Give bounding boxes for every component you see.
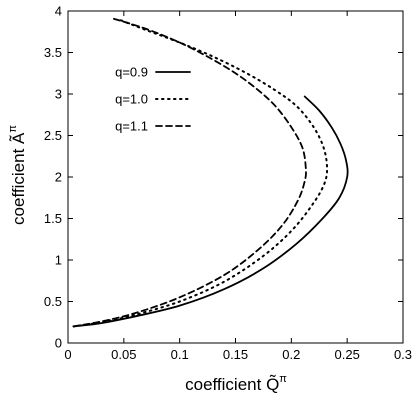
x-tick-label: 0.2: [282, 347, 300, 362]
y-tick-label: 1: [55, 253, 62, 268]
x-tick-label: 0.3: [394, 347, 412, 362]
x-tick-label: 0.1: [171, 347, 189, 362]
y-tick-label: 3.5: [44, 45, 62, 60]
legend-label: q=0.9: [115, 65, 148, 80]
plot-frame: [67, 10, 404, 344]
x-tick-label: 0.15: [223, 347, 248, 362]
y-tick-label: 2.5: [44, 128, 62, 143]
legend-label: q=1.1: [115, 119, 148, 134]
series-line-q-0-9: [72, 95, 349, 328]
y-tick-label: 2: [55, 170, 62, 185]
x-axis-label: coefficient Q̃π: [185, 373, 287, 394]
series-line-q-1-0: [72, 18, 329, 328]
x-tick-label: 0: [64, 347, 71, 362]
y-tick-label: 1.5: [44, 211, 62, 226]
y-tick-label: 3: [55, 87, 62, 102]
y-axis-label: coefficient Ãπ: [7, 125, 28, 225]
y-tick-label: 4: [55, 4, 62, 19]
x-tick-label: 0.05: [111, 347, 136, 362]
y-tick-label: 0.5: [44, 294, 62, 309]
y-tick-label: 0: [55, 336, 62, 351]
legend-label: q=1.0: [115, 92, 148, 107]
x-tick-label: 0.25: [335, 347, 360, 362]
series-line-q-1-1: [72, 17, 307, 328]
